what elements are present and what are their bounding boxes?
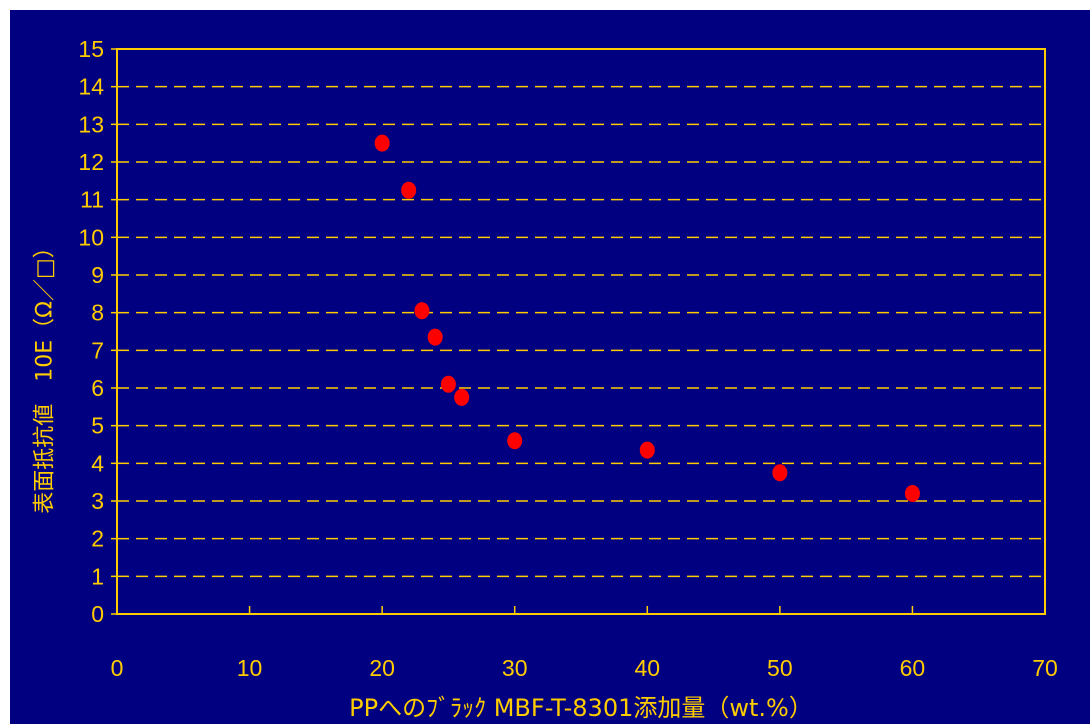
x-tick-label: 10 [237,655,263,681]
y-tick-label: 9 [91,262,104,288]
x-tick-label: 30 [502,655,528,681]
y-tick-label: 15 [78,36,104,62]
plot-area-border [116,48,1046,615]
data-point [440,375,456,393]
y-tick-label: 6 [91,375,104,401]
x-axis-label: PPへのﾌﾞﾗｯｸ MBF-T-8301添加量（wt.%） [349,694,813,722]
x-tick-label: 50 [767,655,793,681]
y-tick-label: 7 [91,337,104,363]
y-tick-label: 13 [78,111,104,137]
y-tick-label: 11 [80,187,104,213]
chart-background [10,10,1090,724]
data-point [507,432,523,450]
y-tick-label: 8 [91,300,104,326]
data-point [401,181,417,199]
y-tick-label: 14 [78,74,104,100]
data-point [904,484,920,502]
data-point [427,328,443,346]
y-tick-label: 10 [78,224,104,250]
data-point [639,441,655,459]
data-points [374,134,920,502]
y-axis-label: 表面抵抗値 10E（Ω／□） [33,236,58,514]
y-tick-label: 2 [91,526,104,552]
x-tick-label: 40 [634,655,660,681]
y-tick-label: 4 [91,450,104,476]
x-tick-label: 20 [369,655,395,681]
x-tick-label: 70 [1032,655,1058,681]
data-point [772,464,788,482]
y-tick-label: 1 [91,563,104,589]
data-point [454,388,470,406]
x-tick-labels: 0 10 20 30 40 50 60 70 [111,655,1058,681]
y-tick-label: 12 [78,149,104,175]
gridlines [117,85,1045,578]
x-tick-label: 60 [900,655,926,681]
data-point [374,134,390,152]
data-point [414,302,430,320]
tick-marks [111,48,1046,615]
y-tick-label: 5 [91,413,104,439]
y-tick-label: 3 [91,488,104,514]
x-tick-label: 0 [111,655,124,681]
y-tick-label: 0 [91,601,104,627]
